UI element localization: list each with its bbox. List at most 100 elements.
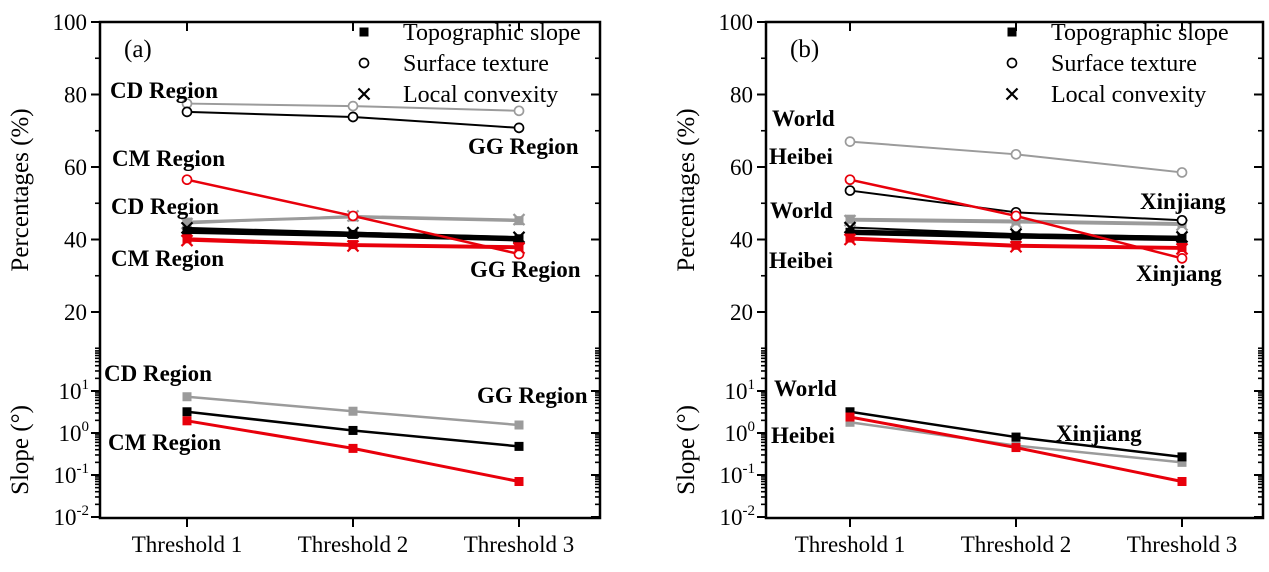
region-label: World: [772, 106, 835, 131]
marker-square: [1011, 231, 1021, 241]
marker-square: [514, 441, 524, 451]
percent-tick-label: 80: [64, 83, 87, 108]
marker-circle: [1006, 57, 1018, 69]
slope-axis-title: Slope (°): [7, 405, 34, 495]
percent-tick-label: 20: [730, 300, 753, 325]
marker-circle: [347, 111, 359, 123]
slope-tick-label: 101: [59, 377, 90, 404]
legend-label: Local convexity: [1051, 82, 1206, 108]
percent-tick-label: 60: [730, 155, 753, 180]
plot-box: [764, 20, 1265, 520]
region-label: Xinjiang: [1140, 189, 1226, 214]
region-label: Heibei: [771, 423, 835, 448]
marker-cross: [1009, 240, 1023, 254]
marker-square: [1011, 432, 1021, 442]
marker-square: [182, 416, 192, 426]
region-label: GG Region: [477, 383, 588, 408]
marker-cross: [512, 231, 526, 244]
legend-label: Local convexity: [403, 82, 558, 108]
marker-square: [845, 407, 855, 417]
marker-circle: [1176, 214, 1188, 226]
marker-cross: [1005, 87, 1019, 101]
marker-cross: [180, 221, 194, 235]
marker-circle: [513, 122, 525, 134]
region-label: World: [774, 376, 837, 401]
marker-cross: [512, 213, 526, 226]
marker-square: [1177, 477, 1187, 487]
panel-letter: (a): [124, 36, 152, 63]
marker-square: [348, 229, 358, 239]
slope-tick-label: 10-1: [720, 461, 756, 488]
region-label: GG Region: [470, 257, 581, 282]
x-tick-label: Threshold 1: [132, 532, 243, 557]
marker-circle: [844, 174, 856, 186]
marker-square: [514, 477, 524, 487]
slope-tick-label: 100: [725, 419, 756, 446]
marker-square: [1177, 457, 1187, 467]
x-tick-label: Threshold 3: [1127, 532, 1238, 557]
marker-circle: [358, 57, 370, 69]
percent-tick-label: 40: [730, 228, 753, 253]
marker-square: [1177, 452, 1187, 462]
x-tick-label: Threshold 3: [464, 532, 575, 557]
marker-circle: [1010, 148, 1022, 160]
marker-square: [182, 226, 192, 236]
marker-square: [348, 443, 358, 453]
marker-square: [182, 392, 192, 402]
percent-axis-title: Percentages (%): [673, 108, 700, 271]
region-label: CM Region: [112, 146, 225, 171]
slope-tick-label: 101: [725, 377, 756, 404]
region-label: Heibei: [769, 144, 833, 169]
marker-cross: [843, 233, 857, 246]
marker-circle: [181, 106, 193, 118]
percent-tick-label: 80: [730, 83, 753, 108]
legend-label: Surface texture: [1051, 51, 1197, 77]
x-tick-label: Threshold 1: [795, 532, 906, 557]
slope-tick-label: 100: [59, 419, 90, 446]
panel-a: 100 80 60 40 20 101 100 10-1 10-2 Threshold 1 Thre…: [7, 10, 602, 557]
marker-square: [348, 406, 358, 416]
marker-cross: [843, 221, 857, 234]
marker-square: [845, 417, 855, 427]
slope-tick-label: 10-2: [54, 503, 90, 530]
marker-cross: [1175, 242, 1189, 256]
marker-square: [348, 425, 358, 435]
percent-tick-label: 40: [64, 228, 87, 253]
percent-tick-label: 100: [719, 10, 754, 35]
legend-label: Topographic slope: [1051, 20, 1229, 46]
marker-cross: [1175, 230, 1189, 244]
percent-tick-label: 60: [64, 155, 87, 180]
region-label: CM Region: [108, 430, 221, 455]
marker-cross: [180, 234, 194, 247]
legend-label: Surface texture: [403, 51, 549, 77]
marker-square: [845, 412, 855, 422]
marker-square: [845, 227, 855, 237]
percent-tick-label: 100: [53, 10, 88, 35]
marker-square: [182, 407, 192, 417]
panel-letter: (b): [790, 36, 819, 63]
marker-circle: [347, 100, 359, 112]
marker-cross: [357, 87, 371, 101]
marker-square: [359, 27, 369, 37]
marker-circle: [844, 185, 856, 196]
marker-circle: [1010, 210, 1022, 222]
percent-tick-label: 20: [64, 300, 87, 325]
marker-square: [1007, 27, 1017, 37]
marker-circle: [1176, 167, 1188, 178]
region-label: World: [770, 198, 833, 223]
marker-circle: [181, 174, 193, 186]
marker-cross: [346, 239, 360, 253]
region-label: CM Region: [111, 246, 224, 271]
region-label: CD Region: [111, 194, 219, 219]
marker-square: [1011, 443, 1021, 453]
slope-tick-label: 10-1: [54, 461, 90, 488]
region-label: Xinjiang: [1136, 261, 1222, 286]
region-label: Heibei: [769, 248, 833, 273]
marker-circle: [844, 136, 856, 147]
legend-label: Topographic slope: [403, 20, 581, 46]
marker-circle: [1176, 253, 1188, 264]
marker-square: [182, 234, 192, 244]
panel-b: 100 80 60 40 20 101 100 10-1 10-2 Threshold 1 Thre…: [673, 10, 1265, 557]
